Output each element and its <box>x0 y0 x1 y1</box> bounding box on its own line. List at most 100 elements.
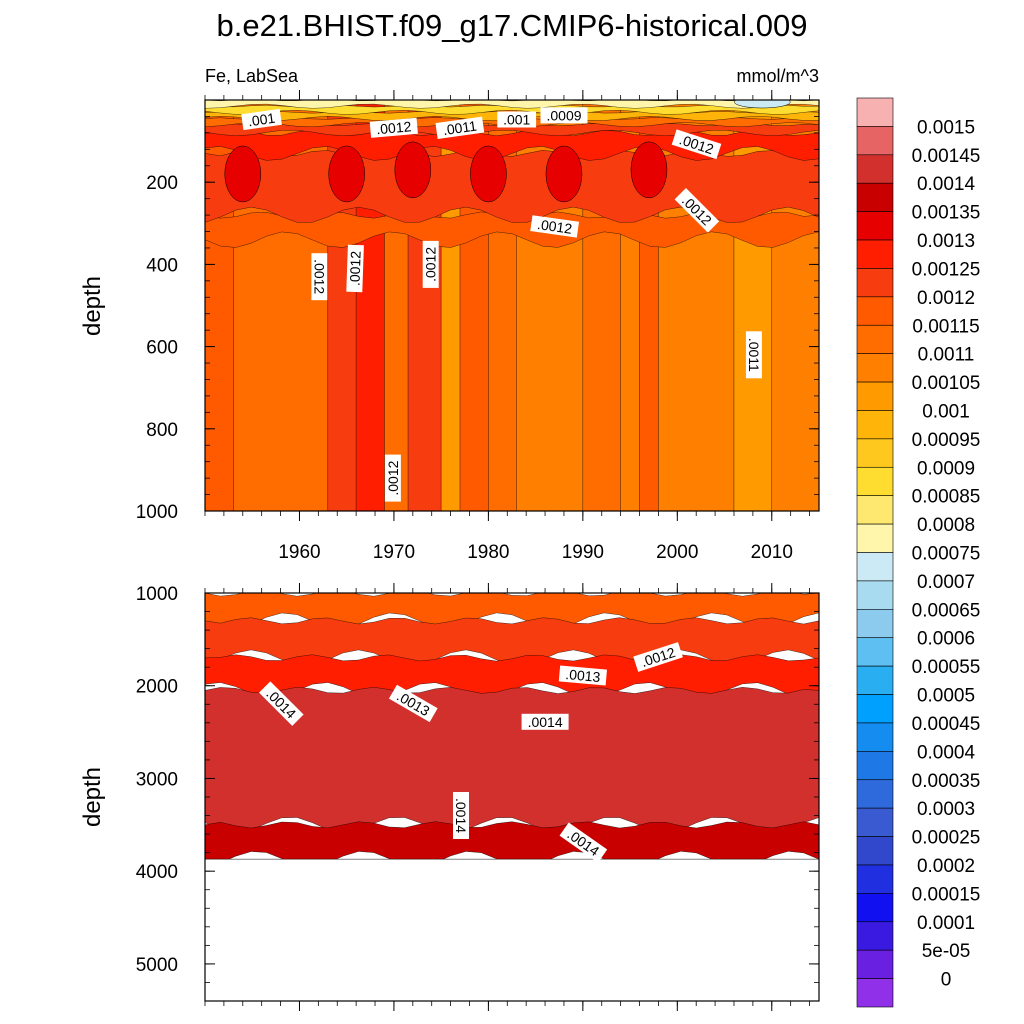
contour-label: .0014 <box>453 792 469 839</box>
colorbar-label: 0.00035 <box>912 771 981 792</box>
field-layer <box>205 100 819 109</box>
x-tick-label: 1960 <box>278 542 320 563</box>
x-tick-label: 2000 <box>656 542 698 563</box>
lower-plot-area: .0014.0013.0014.0013.0012.0014.0014 <box>205 593 819 1001</box>
colorbar-swatch <box>856 949 894 979</box>
svg-text:.0011: .0011 <box>746 338 762 372</box>
field-core <box>224 145 262 203</box>
field-core <box>470 145 507 203</box>
panel-left-label: Fe, LabSea <box>205 66 299 86</box>
colorbar-label: 0.0004 <box>917 742 976 763</box>
colorbar-label: 0.00055 <box>912 657 981 678</box>
svg-text:.001: .001 <box>503 112 530 128</box>
contour-label: .0014 <box>521 713 569 730</box>
colorbar-label: 0.00075 <box>912 544 981 565</box>
panel-right-label: mmol/m^3 <box>737 66 819 86</box>
contour-label: .0012 <box>384 454 401 502</box>
colorbar-swatch <box>856 637 894 667</box>
y-tick-label: 3000 <box>136 769 178 790</box>
field-core <box>630 141 668 199</box>
colorbar-swatch <box>856 552 894 582</box>
colorbar-label: 0.00085 <box>912 487 981 508</box>
colorbar-label: 0.00065 <box>912 600 981 621</box>
upper-plot-area: .001 .0012 .0011 .001 .0009 .0012 .0012 .0012 .0… <box>205 100 819 511</box>
field-core <box>545 145 583 203</box>
svg-text:.0012: .0012 <box>346 250 363 286</box>
field-surface-patch <box>734 100 791 109</box>
svg-text:.0011: .0011 <box>442 117 478 138</box>
colorbar-label: 0.0008 <box>917 515 975 536</box>
colorbar-swatch <box>856 609 894 639</box>
colorbar-swatch <box>856 353 894 383</box>
missing-region <box>205 859 819 1001</box>
contour-label: .0012 <box>369 117 418 138</box>
colorbar-swatch <box>856 495 894 525</box>
colorbar-label: 0.00025 <box>912 828 981 849</box>
field-core <box>394 141 432 199</box>
colorbar-swatch <box>856 324 894 354</box>
colorbar-swatch <box>856 182 894 212</box>
colorbar-label: 0.0009 <box>917 458 975 479</box>
colorbar-label: 0.0001 <box>917 913 975 934</box>
contour-label: .0011 <box>745 331 762 379</box>
upper-axes: 200 400 600 800 1000 1960 1970 1980 1990 2000 2010 <box>136 90 819 563</box>
colorbar-swatch <box>856 694 894 724</box>
colorbar-swatch <box>856 665 894 695</box>
x-tick-label: 2010 <box>751 542 793 563</box>
contour-label: .001 <box>497 111 537 128</box>
y-tick-label: 200 <box>146 173 178 194</box>
y-tick-label: 5000 <box>136 955 178 976</box>
contour-label: .0011 <box>435 116 485 140</box>
colorbar-swatch <box>856 381 894 411</box>
colorbar-swatch <box>856 438 894 468</box>
colorbar-swatch <box>856 864 894 894</box>
colorbar-label: 5e-05 <box>922 941 971 962</box>
colorbar-swatch <box>856 580 894 610</box>
upper-panel: .001 .0012 .0011 .001 .0009 .0012 .0012 .0012 .0… <box>79 90 820 563</box>
colorbar-label: 0.00115 <box>912 316 979 337</box>
colorbar-swatch <box>856 722 894 752</box>
colorbar-swatch <box>856 466 894 496</box>
chart-title: b.e21.BHIST.f09_g17.CMIP6-historical.009 <box>216 8 807 43</box>
field-core <box>328 145 365 203</box>
svg-text:.0014: .0014 <box>453 798 469 833</box>
colorbar-swatch <box>856 239 894 269</box>
colorbar-swatch <box>856 921 894 951</box>
svg-text:.0013: .0013 <box>565 666 602 685</box>
svg-text:.0012: .0012 <box>376 118 413 137</box>
colorbar-swatch <box>856 893 894 923</box>
upper-y-axis-title: depth <box>79 276 106 336</box>
colorbar-swatch <box>856 751 894 781</box>
y-tick-label: 1000 <box>136 584 178 605</box>
contour-label: .001 <box>241 108 282 131</box>
colorbar-swatch <box>856 268 894 298</box>
field-layer <box>205 686 819 834</box>
contour-label: .0012 <box>346 244 364 293</box>
colorbar-label: 0.00135 <box>912 203 981 224</box>
lower-axes: 1000 2000 3000 4000 5000 <box>136 583 819 1011</box>
colorbar-label: 0.0014 <box>917 174 976 195</box>
colorbar-label: 0.0002 <box>917 856 975 877</box>
colorbar-swatch <box>856 836 894 866</box>
colorbar-label: 0.00125 <box>912 259 981 280</box>
lower-panel: .0014.0013.0014.0013.0012.0014.0014 1000… <box>79 583 820 1011</box>
colorbar-label: 0.0013 <box>917 231 975 252</box>
upper-plot-frame <box>204 99 820 512</box>
contour-label: .0009 <box>540 107 588 124</box>
field-layer <box>205 593 819 629</box>
colorbar-label: 0.001 <box>922 401 970 422</box>
contour-label: .0012 <box>311 253 328 301</box>
colorbar-swatch <box>856 154 894 184</box>
y-tick-label: 2000 <box>136 677 178 698</box>
colorbar-label: 0.0012 <box>917 288 975 309</box>
colorbar-label: 0.0015 <box>917 117 975 138</box>
colorbar-label: 0.00045 <box>912 714 981 735</box>
colorbar-swatch <box>856 779 894 809</box>
y-tick-label: 400 <box>146 255 178 276</box>
svg-text:.0014: .0014 <box>528 714 563 730</box>
svg-text:.001: .001 <box>247 110 276 130</box>
colorbar-swatch <box>856 978 894 1008</box>
svg-text:.0009: .0009 <box>546 107 581 123</box>
colorbar-label: 0.0007 <box>917 572 975 593</box>
